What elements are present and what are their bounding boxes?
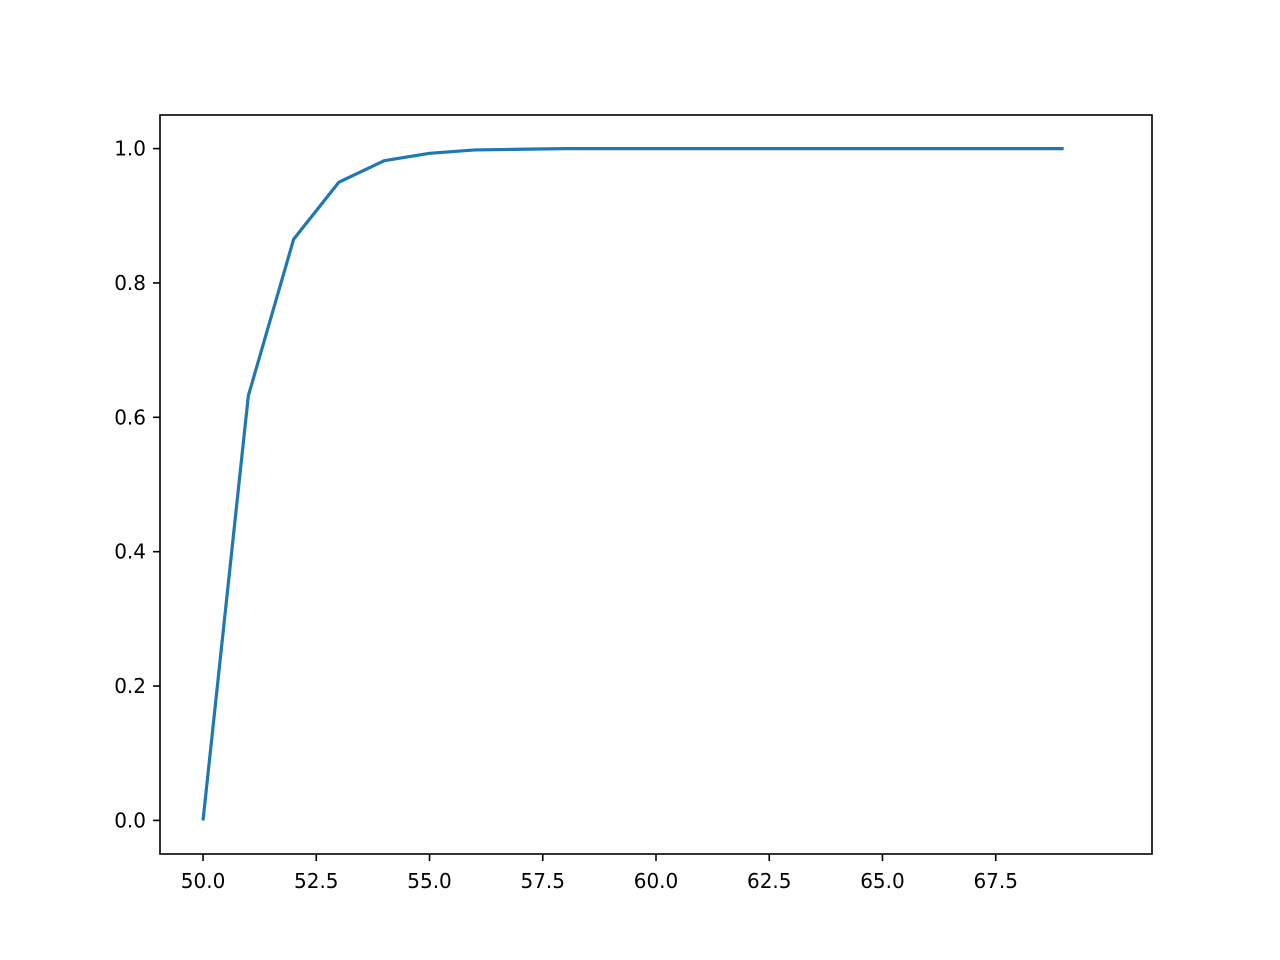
x-tick-label: 55.0 [407,869,452,893]
x-tick-label: 65.0 [860,869,905,893]
x-tick-label: 50.0 [181,869,226,893]
y-tick-label: 0.8 [114,271,146,295]
y-tick-label: 0.4 [114,540,146,564]
x-tick-label: 62.5 [747,869,792,893]
series-line [201,146,1064,821]
y-tick-label: 0.0 [114,808,146,832]
y-axis-ticks: 0.0 0.2 0.4 0.6 0.8 1.0 [114,137,160,832]
y-tick-label: 1.0 [114,137,146,161]
y-tick-label: 0.2 [114,674,146,698]
plot-area-frame [159,114,1153,855]
x-tick-label: 57.5 [520,869,565,893]
y-tick-label: 0.6 [114,405,146,429]
series-group [201,146,1064,821]
x-tick-label: 67.5 [973,869,1018,893]
x-tick-label: 60.0 [634,869,679,893]
x-axis-ticks: 50.0 52.5 55.0 57.5 60.0 62.5 65.0 67.5 [181,854,1018,893]
x-tick-label: 52.5 [294,869,339,893]
